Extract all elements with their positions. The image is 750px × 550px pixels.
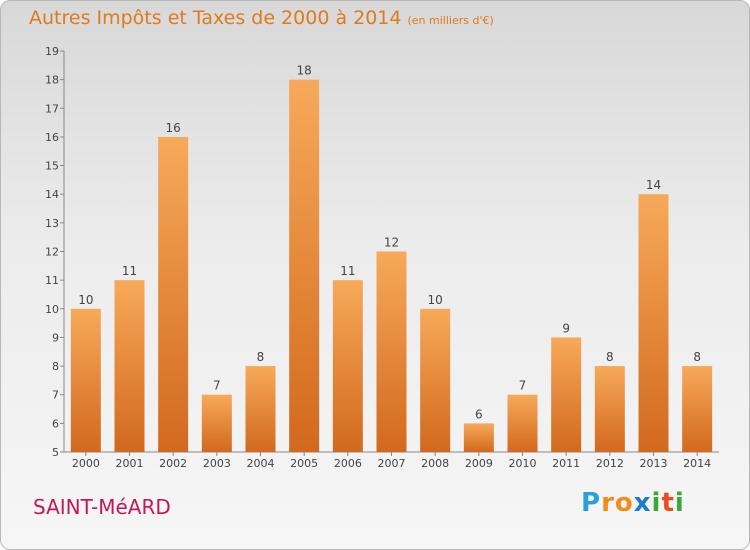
y-tick-label: 13 bbox=[45, 217, 59, 230]
x-tick-label: 2001 bbox=[116, 457, 144, 470]
bar-2010 bbox=[507, 394, 538, 452]
bar-value-label: 11 bbox=[340, 264, 355, 278]
y-tick-label: 8 bbox=[52, 360, 59, 373]
bar-2001 bbox=[114, 280, 145, 452]
logo-letter: i bbox=[674, 488, 685, 518]
chart-unit: (en milliers d'€) bbox=[407, 14, 494, 27]
logo-letter: r bbox=[601, 488, 615, 518]
y-tick-label: 10 bbox=[45, 303, 59, 316]
bar-value-label: 7 bbox=[519, 379, 527, 393]
bar-2004 bbox=[245, 366, 276, 452]
bar-value-label: 10 bbox=[78, 293, 93, 307]
bar-2012 bbox=[594, 366, 625, 452]
logo-letter: o bbox=[614, 488, 634, 518]
bar-2003 bbox=[201, 394, 232, 452]
y-tick-label: 19 bbox=[45, 45, 59, 58]
x-tick-label: 2011 bbox=[552, 457, 580, 470]
y-tick-label: 5 bbox=[52, 446, 59, 459]
bar-2007 bbox=[376, 251, 407, 452]
bar-2008 bbox=[420, 308, 451, 452]
y-tick-label: 16 bbox=[45, 131, 59, 144]
y-tick-label: 7 bbox=[52, 389, 59, 402]
commune-name: SAINT-MéARD bbox=[33, 495, 171, 519]
x-tick-label: 2007 bbox=[378, 457, 406, 470]
bar-value-label: 11 bbox=[122, 264, 137, 278]
bar-2009 bbox=[463, 423, 494, 452]
bar-value-label: 6 bbox=[475, 407, 483, 421]
x-tick-label: 2008 bbox=[421, 457, 449, 470]
bar-value-label: 12 bbox=[384, 236, 399, 250]
data-labels: 10 11 16 7 8 18 11 12 10 6 7 9 8 14 8 bbox=[78, 64, 701, 422]
x-tick-label: 2000 bbox=[72, 457, 100, 470]
bar-value-label: 10 bbox=[428, 293, 443, 307]
bar-value-label: 7 bbox=[213, 379, 221, 393]
y-tick-label: 11 bbox=[45, 274, 59, 287]
y-tick-label: 6 bbox=[52, 417, 59, 430]
bar-2000 bbox=[70, 308, 101, 452]
bar-2014 bbox=[682, 366, 713, 452]
bar-2005 bbox=[289, 79, 320, 453]
chart-title-text: Autres Impôts et Taxes de 2000 à 2014 bbox=[29, 7, 402, 29]
bar-2013 bbox=[638, 194, 669, 452]
bar-value-label: 16 bbox=[166, 121, 181, 135]
x-tick-label: 2012 bbox=[596, 457, 624, 470]
x-tick-label: 2006 bbox=[334, 457, 362, 470]
logo-letter: P bbox=[581, 488, 602, 518]
y-tick-label: 14 bbox=[45, 188, 59, 201]
y-tick-label: 12 bbox=[45, 246, 59, 259]
y-tick-label: 17 bbox=[45, 102, 59, 115]
bar-value-label: 8 bbox=[257, 350, 265, 364]
logo-letter: x bbox=[633, 488, 652, 518]
x-tick-label: 2014 bbox=[683, 457, 711, 470]
bar-value-label: 8 bbox=[606, 350, 614, 364]
x-tick-label: 2010 bbox=[509, 457, 537, 470]
bar-value-label: 14 bbox=[646, 178, 661, 192]
bar-2002 bbox=[158, 136, 189, 452]
x-tick-label: 2005 bbox=[290, 457, 318, 470]
x-tick-label: 2003 bbox=[203, 457, 231, 470]
y-tick-label: 18 bbox=[45, 74, 59, 87]
x-tick-label: 2002 bbox=[159, 457, 187, 470]
chart-title: Autres Impôts et Taxes de 2000 à 2014 (en… bbox=[29, 7, 494, 29]
x-tick-label: 2009 bbox=[465, 457, 493, 470]
bar-value-label: 8 bbox=[693, 350, 701, 364]
y-tick-label: 9 bbox=[52, 331, 59, 344]
bar-2011 bbox=[551, 337, 582, 452]
x-tick-label: 2013 bbox=[640, 457, 668, 470]
x-tick-label: 2004 bbox=[247, 457, 275, 470]
bar-value-label: 18 bbox=[297, 64, 312, 78]
y-tick-label: 15 bbox=[45, 160, 59, 173]
logo-letter: i bbox=[651, 488, 662, 518]
logo-letter: t bbox=[661, 488, 675, 518]
proxiti-logo: Proxiti bbox=[581, 488, 685, 518]
bar-2006 bbox=[332, 280, 363, 452]
bar-value-label: 9 bbox=[562, 321, 570, 335]
bars bbox=[70, 79, 713, 453]
